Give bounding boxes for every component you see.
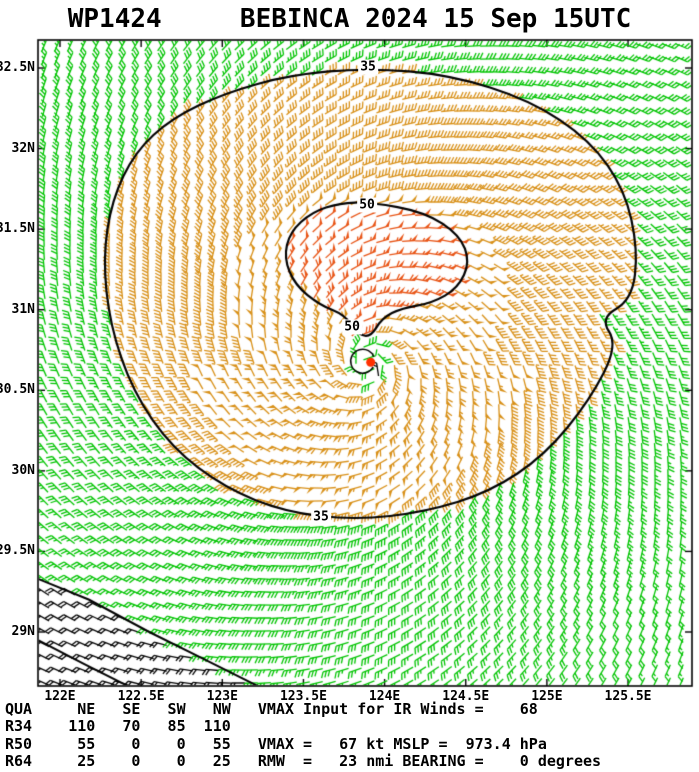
lon-label-125E: 125E [531, 689, 563, 704]
chart-title: WP1424 BEBINCA 2024 15 Sep 15UTC [67, 4, 632, 34]
readout-r50-vmax-row: R50 55 0 0 55 VMAX = 67 kt MSLP = 973.4 … [5, 735, 547, 753]
lat-label-29N: 29N [11, 623, 35, 639]
lon-label-123E: 123E [206, 689, 238, 704]
readout-r64-rmw-row: R64 25 0 0 25 RMW = 23 nmi BEARING = 0 d… [5, 752, 602, 770]
readout-r34-row: R34 110 70 85 110 [5, 717, 231, 735]
lat-label-30.5N: 30.5N [0, 382, 35, 398]
lat-label-31N: 31N [11, 301, 35, 317]
lon-label-122.5E: 122.5E [117, 689, 165, 704]
readout-quadrant-header-row: QUA NE SE SW NW VMAX Input for IR Winds … [5, 700, 538, 718]
lon-label-123.5E: 123.5E [279, 689, 327, 704]
contour-label-50: 50 [342, 319, 362, 335]
lat-label-30N: 30N [11, 462, 35, 478]
contour-label-50: 50 [357, 197, 377, 213]
lon-label-122E: 122E [44, 689, 76, 704]
lat-label-31.5N: 31.5N [0, 221, 35, 237]
contour-label-35: 35 [311, 509, 331, 525]
lat-label-29.5N: 29.5N [0, 543, 35, 559]
lat-label-32N: 32N [11, 140, 35, 156]
lon-label-125.5E: 125.5E [604, 689, 652, 704]
lat-label-32.5N: 32.5N [0, 60, 35, 75]
lon-label-124.5E: 124.5E [442, 689, 490, 704]
contour-label-35: 35 [358, 59, 378, 75]
lon-label-124E: 124E [368, 689, 401, 704]
